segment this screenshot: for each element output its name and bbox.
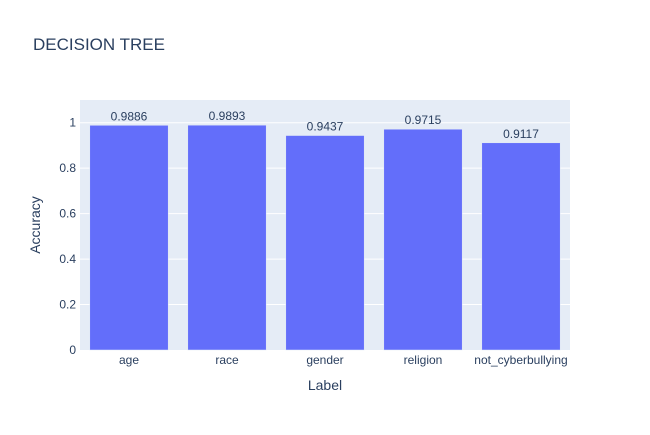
bars: [89, 124, 561, 351]
y-tick-label: 0.4: [59, 252, 76, 266]
chart-title: DECISION TREE: [33, 35, 165, 54]
bar-religion[interactable]: [383, 128, 463, 351]
y-tick-label: 0: [69, 343, 76, 357]
x-tick-label: not_cyberbullying: [474, 353, 567, 367]
y-axis-title: Accuracy: [27, 196, 43, 254]
data-labels: 0.9886 0.9893 0.9437 0.9715 0.9117: [111, 109, 540, 141]
x-tick-label: religion: [404, 353, 443, 367]
data-label-gender: 0.9437: [307, 120, 344, 134]
x-tick-label: race: [215, 353, 239, 367]
y-tick-label: 1: [69, 116, 76, 130]
x-axis-title: Label: [308, 377, 342, 393]
bar-age[interactable]: [89, 125, 169, 351]
bar-gender[interactable]: [285, 135, 365, 351]
y-tick-label: 0.6: [59, 207, 76, 221]
x-tick-label: age: [119, 353, 139, 367]
y-tick-label: 0.2: [59, 298, 76, 312]
data-label-religion: 0.9715: [405, 113, 442, 127]
y-axis-ticks: 0 0.2 0.4 0.6 0.8 1: [59, 116, 76, 357]
data-label-not_cyberbullying: 0.9117: [503, 127, 539, 141]
data-label-age: 0.9886: [111, 109, 148, 123]
x-axis-ticks: age race gender religion not_cyberbullying: [119, 353, 568, 367]
bar-not_cyberbullying[interactable]: [481, 142, 561, 351]
data-label-race: 0.9893: [209, 109, 246, 123]
bar-race[interactable]: [187, 124, 267, 351]
x-tick-label: gender: [306, 353, 343, 367]
y-tick-label: 0.8: [59, 161, 76, 175]
